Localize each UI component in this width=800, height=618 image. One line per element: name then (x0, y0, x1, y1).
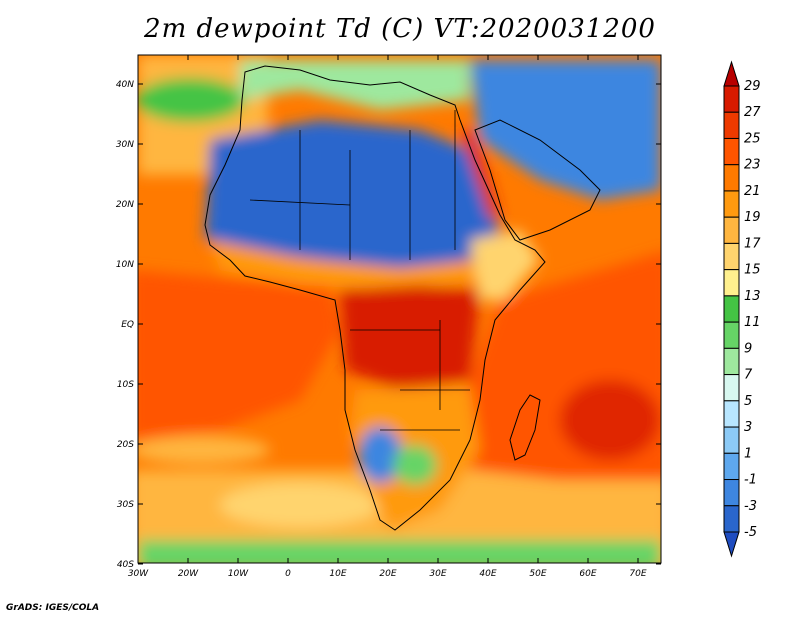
colorbar-box (723, 269, 740, 297)
lat-tick-label: 20N (116, 200, 134, 210)
red-sea (460, 130, 500, 220)
lat-tick-label: 10N (116, 260, 134, 270)
colorbar-bottom-triangle (723, 531, 740, 558)
colorbar-box (723, 347, 740, 376)
colorbar-box (723, 400, 740, 428)
african-coastline (204, 65, 546, 531)
chart-title: 2m dewpoint Td (C) VT:2020031200 (144, 14, 656, 44)
colorbar-label: 25 (744, 131, 761, 146)
colorbar-box (723, 426, 740, 454)
madagascar-outline (509, 394, 541, 461)
indian-ocean-maximum (560, 380, 660, 460)
southern-green-strip (138, 540, 661, 563)
colorbar-box (723, 242, 740, 271)
colorbar-box (723, 137, 740, 166)
kalahari-dry (358, 427, 402, 483)
colorbar-box (723, 190, 740, 218)
middle-east-dry (470, 60, 661, 200)
congo-humid (340, 285, 480, 390)
lat-tick-label: 20S (117, 440, 134, 450)
map-frame (137, 54, 662, 564)
lon-tick-label: 50E (529, 569, 546, 579)
lon-tick-label: 70E (629, 569, 646, 579)
lat-tick-label: 10S (117, 380, 134, 390)
longitude-axis: 30W 20W 10W 0 10E 20E 30E 40E 50E 60E 70E (128, 55, 647, 579)
colorbar-box (723, 374, 740, 402)
lon-tick-label: 10W (228, 569, 249, 579)
lon-tick-label: 30W (128, 569, 149, 579)
border-lines (249, 110, 470, 431)
colorbar-label: -1 (744, 473, 757, 488)
colorbar-label: 9 (744, 341, 752, 356)
colorbar-label: 11 (744, 315, 761, 330)
lon-tick-label: 20E (379, 569, 396, 579)
botswana-green (393, 445, 437, 485)
colorbar-label: 7 (744, 368, 753, 383)
coastline-overlay (204, 65, 601, 531)
colorbar-box (723, 452, 740, 481)
colorbar-box (723, 164, 740, 192)
colorbar-label: 29 (744, 79, 761, 94)
colorbar-box (723, 216, 740, 244)
lon-tick-label: 10E (329, 569, 346, 579)
east-africa-highlands (470, 230, 540, 300)
colorbar-label: 17 (744, 236, 761, 251)
arabian-coastline (474, 119, 601, 241)
colorbar-box (723, 85, 740, 113)
colorbar-box (723, 479, 740, 507)
mediterranean-field (240, 60, 470, 110)
lon-tick-label: 20W (178, 569, 199, 579)
lat-tick-label: 40S (117, 560, 134, 570)
colorbar-label: 27 (744, 105, 761, 120)
colorbar-label: 23 (744, 158, 761, 173)
lon-tick-label: 40E (479, 569, 496, 579)
lon-tick-label: 0 (285, 569, 291, 579)
north-atlantic-green (138, 78, 245, 122)
lon-tick-label: 60E (579, 569, 596, 579)
lat-tick-label: EQ (121, 320, 134, 330)
south-atlantic-band (138, 436, 270, 464)
map-panel (138, 55, 661, 563)
lat-tick-label: 30N (116, 140, 134, 150)
lat-tick-label: 40N (116, 80, 134, 90)
lon-tick-label: 30E (429, 569, 446, 579)
colorbar-label: 19 (744, 210, 761, 225)
southern-cool-swirl (220, 483, 380, 527)
colorbar-label: -5 (744, 525, 757, 540)
colorbar-label: 15 (744, 263, 761, 278)
sahel-transition (210, 240, 510, 290)
colorbar-label: 3 (744, 420, 752, 435)
credit-text: GrADS: IGES/COLA (6, 603, 100, 613)
colorbar-box (723, 505, 740, 533)
lat-tick-label: 30S (117, 500, 134, 510)
colorbar-label: 21 (744, 184, 761, 199)
colorbar-top-triangle (723, 60, 740, 87)
colorbar-label: 1 (744, 446, 752, 461)
colorbar: 29 27 25 23 21 19 17 15 13 11 9 7 5 3 1 -1 -3 -5 (723, 60, 761, 558)
colorbar-label: 13 (744, 289, 761, 304)
latitude-axis: 40N 30N 20N 10N EQ 10S 20S 30S 40S (116, 80, 661, 570)
equatorial-ocean-field (138, 270, 340, 440)
colorbar-box (723, 321, 740, 349)
sahara-dry (205, 120, 500, 270)
colorbar-label: -3 (744, 499, 757, 514)
colorbar-label: 5 (744, 394, 752, 409)
colorbar-box (723, 295, 740, 323)
colorbar-box (723, 111, 740, 139)
